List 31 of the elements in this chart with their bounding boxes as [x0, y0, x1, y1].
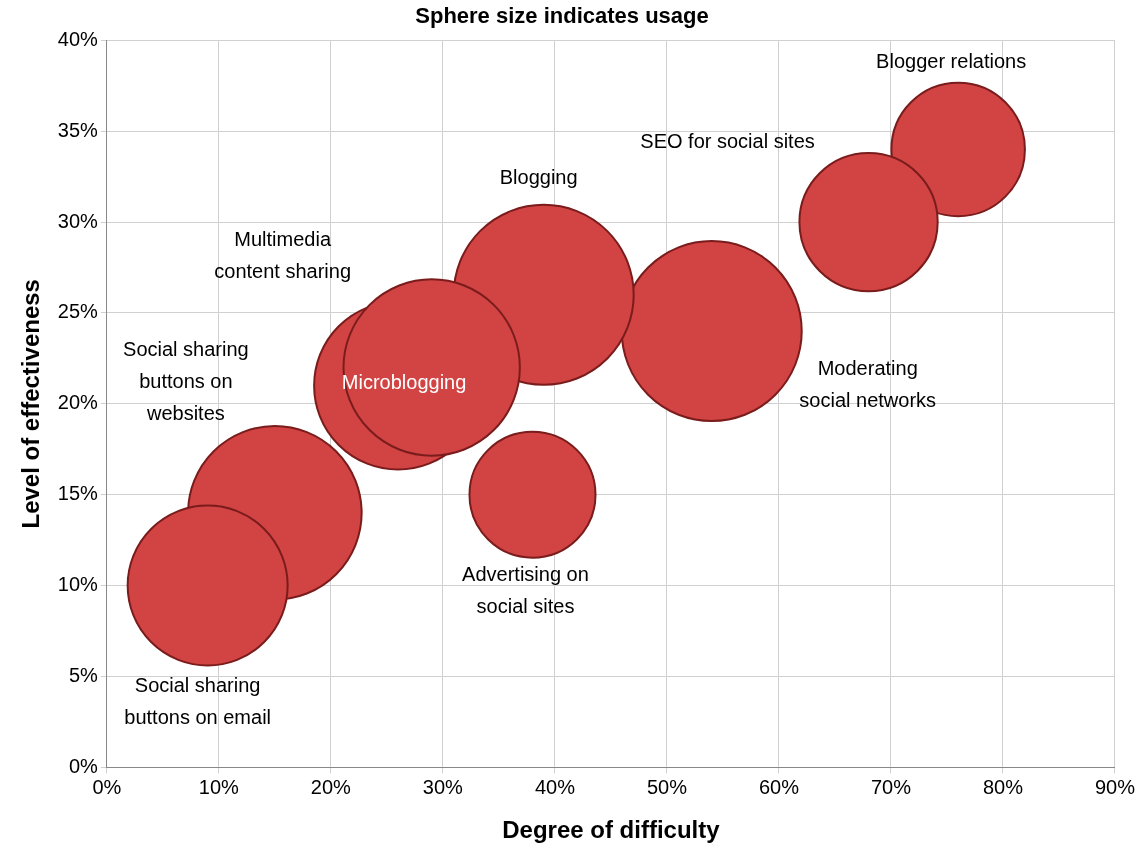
series-label: Moderating social networks — [799, 356, 937, 411]
y-tick-label: 30% — [57, 209, 99, 232]
x-tick-label: 30% — [422, 775, 464, 798]
series-label: Blogging — [499, 166, 578, 189]
y-tick-label: 25% — [57, 300, 99, 323]
y-tick-label: 0% — [68, 754, 99, 777]
series-label: SEO for social sites — [640, 129, 815, 152]
y-tick-label: 40% — [57, 27, 99, 50]
series-label: Blogger relations — [876, 49, 1027, 72]
chart-title: Sphere size indicates usage — [415, 3, 709, 29]
y-tick-label: 10% — [57, 573, 99, 596]
series-label: Multimedia content sharing — [214, 227, 352, 282]
x-tick-label: 20% — [310, 775, 352, 798]
y-axis-title: Level of effectiveness — [17, 279, 45, 529]
y-tick-label: 35% — [57, 118, 99, 141]
x-tick-label: 90% — [1094, 775, 1136, 798]
series-label: Advertising on social sites — [462, 563, 589, 618]
x-axis-title: Degree of difficulty — [502, 816, 721, 844]
x-tick-label: 50% — [646, 775, 688, 798]
x-tick-label: 10% — [198, 775, 240, 798]
y-tick-label: 20% — [57, 391, 99, 414]
x-tick-label: 80% — [982, 775, 1024, 798]
x-tick-label: 40% — [534, 775, 576, 798]
y-tick-label: 15% — [57, 482, 99, 505]
x-tick-label: 70% — [870, 775, 912, 798]
series-label: Microblogging — [341, 371, 467, 394]
y-tick-label: 5% — [68, 663, 99, 686]
x-tick-label: 0% — [92, 775, 122, 798]
x-tick-label: 60% — [758, 775, 800, 798]
series-label: Social sharing buttons on websites — [123, 338, 249, 425]
series-label: Social sharing buttons on email — [124, 674, 272, 729]
